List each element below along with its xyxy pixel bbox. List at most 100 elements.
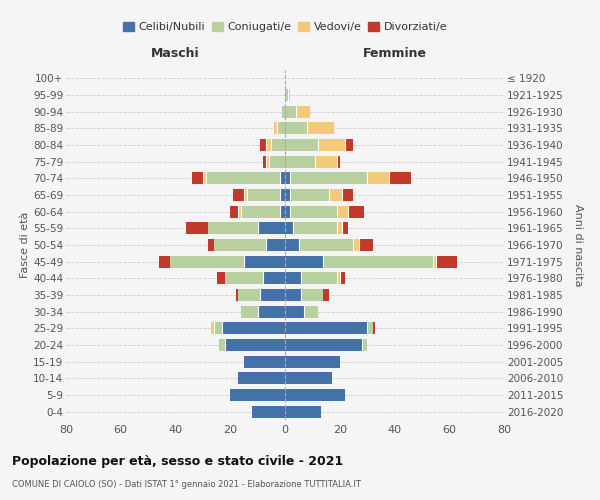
- Text: Popolazione per età, sesso e stato civile - 2021: Popolazione per età, sesso e stato civil…: [12, 455, 343, 468]
- Bar: [288, 89, 290, 101]
- Bar: [170, 256, 244, 268]
- Bar: [301, 272, 337, 284]
- Bar: [285, 189, 290, 201]
- Y-axis label: Anni di nascita: Anni di nascita: [573, 204, 583, 286]
- Bar: [285, 156, 315, 168]
- Bar: [304, 306, 318, 318]
- Bar: [280, 189, 285, 201]
- Bar: [285, 322, 367, 334]
- Bar: [362, 339, 367, 351]
- Bar: [206, 172, 280, 184]
- Bar: [285, 372, 332, 384]
- Bar: [252, 406, 285, 417]
- Bar: [230, 389, 285, 401]
- Bar: [208, 239, 214, 251]
- Bar: [285, 339, 362, 351]
- Bar: [285, 389, 345, 401]
- Bar: [266, 139, 271, 151]
- Bar: [187, 222, 208, 234]
- Bar: [208, 222, 257, 234]
- Bar: [271, 139, 285, 151]
- Bar: [266, 156, 269, 168]
- Bar: [214, 322, 222, 334]
- Bar: [263, 272, 285, 284]
- Bar: [285, 139, 318, 151]
- Bar: [236, 289, 238, 301]
- Bar: [285, 106, 296, 118]
- Bar: [290, 172, 367, 184]
- Bar: [389, 172, 411, 184]
- Bar: [241, 206, 280, 218]
- Bar: [345, 139, 353, 151]
- Bar: [285, 272, 301, 284]
- Bar: [285, 122, 307, 134]
- Bar: [244, 256, 285, 268]
- Bar: [203, 172, 206, 184]
- Bar: [329, 189, 343, 201]
- Bar: [343, 189, 353, 201]
- Bar: [343, 222, 348, 234]
- Bar: [301, 289, 323, 301]
- Bar: [323, 289, 329, 301]
- Bar: [285, 89, 288, 101]
- Bar: [337, 206, 348, 218]
- Text: Femmine: Femmine: [362, 47, 427, 60]
- Bar: [285, 206, 290, 218]
- Bar: [285, 256, 323, 268]
- Bar: [225, 339, 285, 351]
- Bar: [285, 406, 320, 417]
- Bar: [285, 289, 301, 301]
- Bar: [280, 172, 285, 184]
- Text: Maschi: Maschi: [151, 47, 200, 60]
- Bar: [285, 306, 304, 318]
- Bar: [263, 156, 266, 168]
- Bar: [315, 156, 337, 168]
- Bar: [337, 272, 340, 284]
- Bar: [340, 272, 345, 284]
- Bar: [260, 289, 285, 301]
- Bar: [266, 239, 285, 251]
- Bar: [293, 222, 337, 234]
- Bar: [285, 239, 299, 251]
- Bar: [238, 372, 285, 384]
- Bar: [285, 356, 340, 368]
- Bar: [222, 322, 285, 334]
- Bar: [367, 172, 389, 184]
- Bar: [348, 206, 364, 218]
- Bar: [260, 139, 266, 151]
- Bar: [285, 222, 293, 234]
- Bar: [244, 356, 285, 368]
- Bar: [274, 122, 277, 134]
- Legend: Celibi/Nubili, Coniugati/e, Vedovi/e, Divorziati/e: Celibi/Nubili, Coniugati/e, Vedovi/e, Di…: [121, 20, 449, 34]
- Bar: [290, 189, 329, 201]
- Bar: [353, 239, 359, 251]
- Bar: [225, 272, 263, 284]
- Bar: [433, 256, 436, 268]
- Bar: [257, 306, 285, 318]
- Bar: [214, 239, 266, 251]
- Bar: [299, 239, 353, 251]
- Bar: [359, 239, 373, 251]
- Bar: [318, 139, 345, 151]
- Bar: [307, 122, 334, 134]
- Bar: [282, 106, 285, 118]
- Bar: [367, 322, 373, 334]
- Bar: [436, 256, 457, 268]
- Bar: [290, 206, 337, 218]
- Bar: [337, 156, 340, 168]
- Bar: [269, 156, 285, 168]
- Bar: [296, 106, 310, 118]
- Bar: [230, 206, 238, 218]
- Text: COMUNE DI CAIOLO (SO) - Dati ISTAT 1° gennaio 2021 - Elaborazione TUTTITALIA.IT: COMUNE DI CAIOLO (SO) - Dati ISTAT 1° ge…: [12, 480, 361, 489]
- Bar: [323, 256, 433, 268]
- Bar: [192, 172, 203, 184]
- Bar: [220, 339, 225, 351]
- Bar: [217, 272, 225, 284]
- Y-axis label: Fasce di età: Fasce di età: [20, 212, 30, 278]
- Bar: [233, 189, 244, 201]
- Bar: [238, 206, 241, 218]
- Bar: [244, 189, 247, 201]
- Bar: [285, 172, 290, 184]
- Bar: [241, 306, 257, 318]
- Bar: [247, 189, 280, 201]
